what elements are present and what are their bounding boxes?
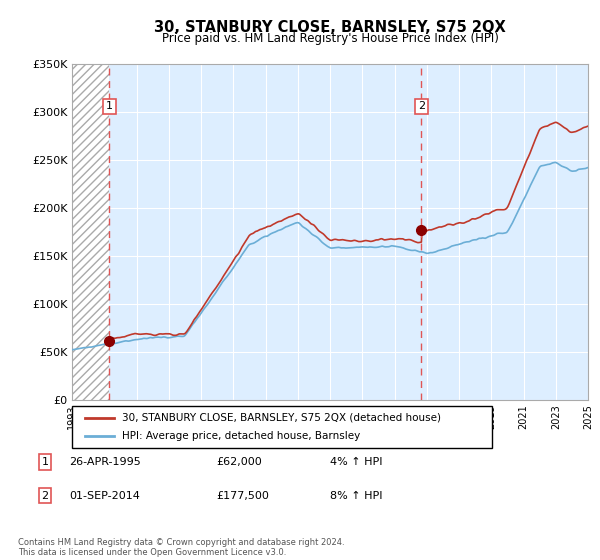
- Text: Price paid vs. HM Land Registry's House Price Index (HPI): Price paid vs. HM Land Registry's House …: [161, 32, 499, 45]
- Text: 4% ↑ HPI: 4% ↑ HPI: [330, 457, 383, 467]
- Text: Contains HM Land Registry data © Crown copyright and database right 2024.
This d: Contains HM Land Registry data © Crown c…: [18, 538, 344, 557]
- Text: 2: 2: [418, 101, 425, 111]
- Text: £177,500: £177,500: [216, 491, 269, 501]
- Text: 26-APR-1995: 26-APR-1995: [69, 457, 141, 467]
- Text: 01-SEP-2014: 01-SEP-2014: [69, 491, 140, 501]
- Text: HPI: Average price, detached house, Barnsley: HPI: Average price, detached house, Barn…: [122, 431, 361, 441]
- Text: 30, STANBURY CLOSE, BARNSLEY, S75 2QX: 30, STANBURY CLOSE, BARNSLEY, S75 2QX: [154, 20, 506, 35]
- Text: 1: 1: [106, 101, 113, 111]
- Text: 1: 1: [41, 457, 49, 467]
- Text: 30, STANBURY CLOSE, BARNSLEY, S75 2QX (detached house): 30, STANBURY CLOSE, BARNSLEY, S75 2QX (d…: [122, 413, 442, 423]
- Bar: [72, 64, 109, 400]
- FancyBboxPatch shape: [72, 406, 492, 448]
- Text: 8% ↑ HPI: 8% ↑ HPI: [330, 491, 383, 501]
- Text: 2: 2: [41, 491, 49, 501]
- Text: £62,000: £62,000: [216, 457, 262, 467]
